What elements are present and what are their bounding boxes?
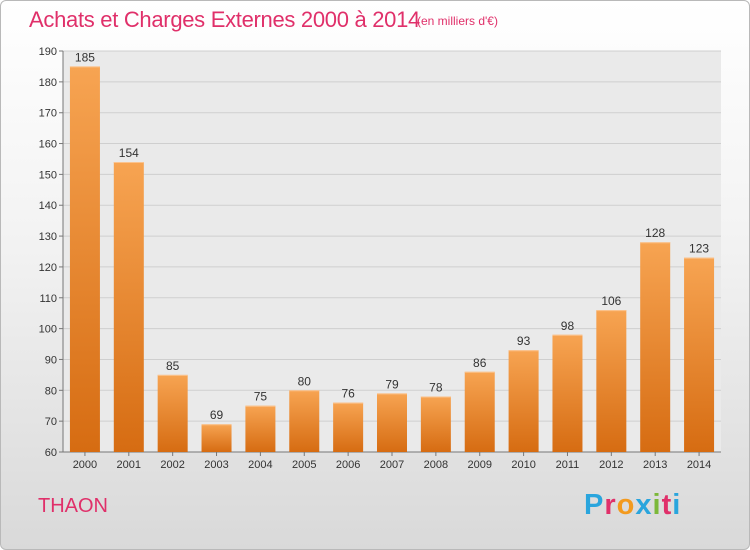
data-label: 69 (210, 408, 224, 422)
x-tick-label: 2010 (511, 459, 535, 471)
x-tick-label: 2007 (380, 459, 404, 471)
data-label: 128 (645, 226, 665, 240)
bar (640, 242, 671, 452)
data-label: 93 (517, 334, 531, 348)
x-tick-label: 2003 (204, 459, 228, 471)
data-label: 80 (298, 374, 312, 388)
x-tick-label: 2001 (117, 459, 141, 471)
x-tick-label: 2012 (599, 459, 623, 471)
y-tick-label: 80 (45, 385, 57, 397)
logo-letter: i (652, 489, 662, 521)
y-tick-label: 90 (45, 354, 57, 366)
bar (684, 257, 715, 452)
bar (552, 334, 583, 452)
y-tick-label: 170 (39, 108, 57, 120)
logo-letter: o (616, 489, 636, 521)
y-tick-label: 150 (39, 169, 57, 181)
chart-title: Achats et Charges Externes 2000 à 2014 (29, 7, 420, 32)
bar (113, 162, 144, 453)
bar (377, 393, 407, 452)
data-label: 154 (119, 146, 139, 160)
y-tick-label: 120 (39, 262, 57, 274)
proxiti-logo: Proxiti (584, 489, 681, 522)
x-tick-label: 2013 (643, 459, 667, 471)
y-tick-label: 70 (45, 416, 57, 428)
x-tick-label: 2006 (336, 459, 360, 471)
x-tick-label: 2009 (467, 459, 491, 471)
y-tick-label: 140 (39, 200, 57, 212)
y-tick-label: 110 (39, 293, 57, 305)
x-tick-label: 2005 (292, 459, 316, 471)
data-label: 86 (473, 356, 487, 370)
data-label: 106 (601, 294, 621, 308)
bar (69, 66, 100, 452)
data-label: 76 (341, 387, 355, 401)
place-name: THAON (38, 495, 108, 517)
bar (333, 402, 364, 452)
data-label: 123 (689, 242, 709, 256)
bar (201, 424, 232, 452)
y-tick-label: 180 (39, 77, 57, 89)
data-label: 78 (429, 380, 443, 394)
bar (596, 310, 627, 452)
bar (157, 374, 188, 452)
y-tick-label: 60 (45, 447, 57, 459)
bar (289, 390, 320, 452)
data-label: 98 (561, 319, 575, 333)
logo-letter: i (672, 489, 682, 521)
y-tick-label: 100 (39, 324, 57, 336)
bar (420, 396, 451, 452)
logo-letter: r (604, 489, 617, 521)
logo-letter: t (661, 489, 673, 521)
bar (508, 350, 539, 452)
data-label: 85 (166, 359, 180, 373)
y-tick-label: 160 (39, 139, 57, 151)
data-label: 75 (254, 390, 268, 404)
logo-letter: x (635, 489, 653, 521)
x-tick-label: 2004 (248, 459, 272, 471)
x-tick-label: 2011 (556, 459, 580, 471)
data-label: 185 (75, 50, 95, 64)
y-tick-label: 190 (39, 46, 57, 58)
y-tick-label: 130 (39, 231, 57, 243)
x-tick-label: 2000 (73, 459, 97, 471)
bar (245, 405, 276, 452)
chart-unit: (en milliers d'€) (417, 14, 498, 28)
bar (464, 371, 495, 452)
logo-letter: P (584, 489, 605, 521)
data-label: 79 (385, 377, 399, 391)
x-tick-label: 2008 (424, 459, 448, 471)
x-tick-label: 2014 (687, 459, 711, 471)
x-tick-label: 2002 (160, 459, 184, 471)
